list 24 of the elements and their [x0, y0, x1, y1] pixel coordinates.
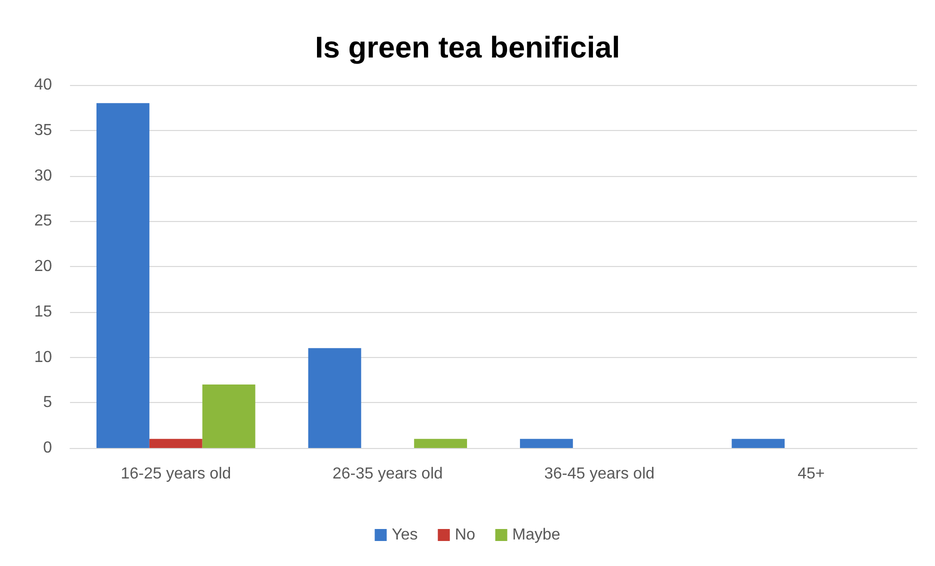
y-tick-label: 5: [43, 394, 52, 412]
y-tick-label: 25: [34, 212, 52, 230]
x-tick-label: 45+: [798, 466, 825, 482]
y-tick-label: 10: [34, 348, 52, 366]
bar: [96, 103, 150, 448]
legend-label: Maybe: [512, 526, 560, 544]
legend-label: Yes: [392, 526, 418, 544]
y-tick-label: 0: [43, 440, 52, 456]
y-tick-label: 15: [34, 303, 52, 320]
bar: [202, 384, 256, 448]
legend-label: No: [454, 526, 476, 544]
bar: [520, 438, 573, 448]
x-tick-label: 16-25 years old: [120, 466, 232, 482]
bar: [414, 438, 468, 448]
y-tick-label: 20: [34, 258, 52, 275]
y-tick-label: 40: [34, 76, 52, 94]
bar: [308, 348, 362, 448]
y-tick-label: 30: [34, 167, 52, 184]
x-tick-label: 36-45 years old: [544, 466, 655, 482]
bar: [149, 438, 202, 448]
chart-title: Is green tea benificial: [314, 32, 620, 64]
bar: [732, 438, 785, 448]
x-tick-label: 26-35 years old: [332, 466, 443, 482]
y-tick-label: 35: [34, 122, 52, 139]
